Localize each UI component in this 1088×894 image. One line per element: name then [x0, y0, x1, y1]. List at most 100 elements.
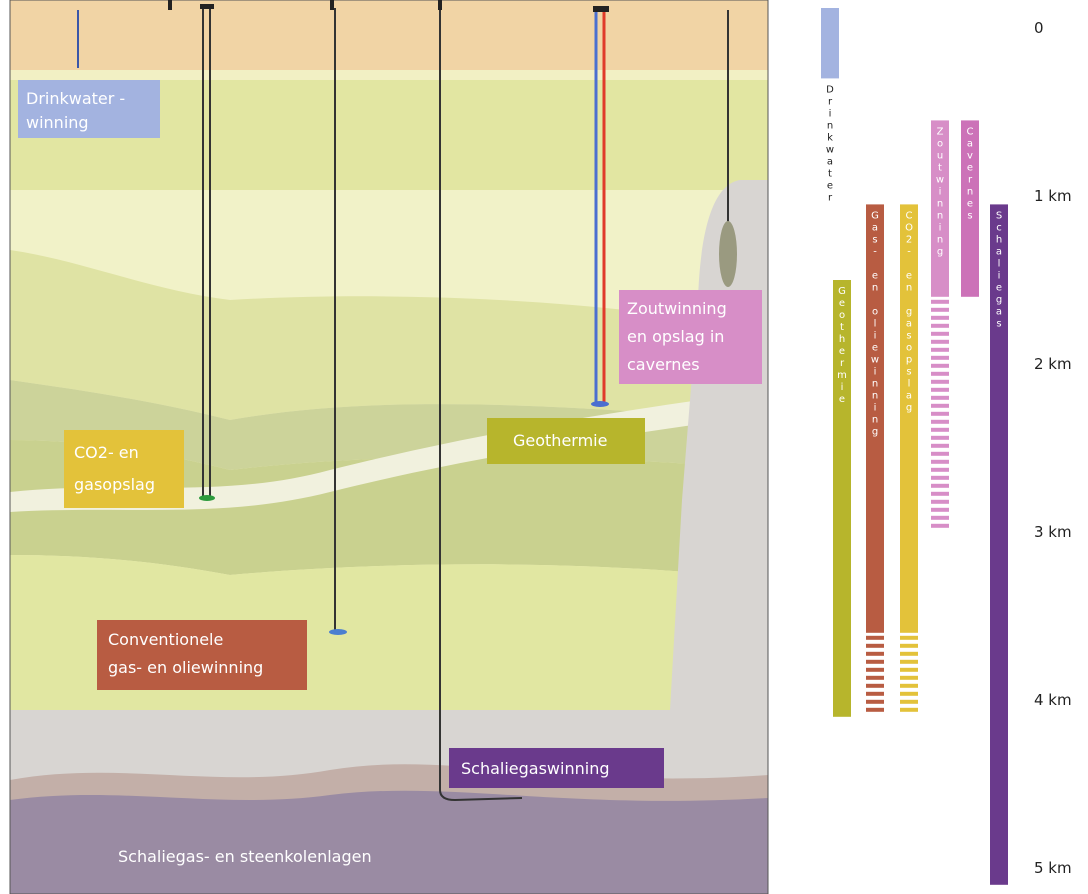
- range-dash-zoutwinning-8: [931, 363, 949, 368]
- range-text-schaliegas-5: i: [998, 270, 1001, 281]
- range-bar-co2-en-gasopslag: [900, 204, 918, 633]
- frame: [9, 0, 769, 894]
- range-text-co2-en-gasopslag-6: n: [906, 282, 912, 293]
- range-dash-zoutwinning-21: [931, 467, 949, 472]
- range-dash-zoutwinning-0: [931, 299, 949, 304]
- range-dash-gas-en-oliewinning-7: [866, 691, 884, 696]
- range-text-co2-en-gasopslag-16: g: [906, 402, 912, 413]
- range-text-co2-en-gasopslag-11: o: [906, 342, 912, 353]
- range-dash-zoutwinning-6: [931, 347, 949, 352]
- range-text-geothermie-9: e: [839, 394, 845, 405]
- range-text-schaliegas-6: e: [996, 282, 1002, 293]
- range-text-co2-en-gasopslag-8: g: [906, 306, 912, 317]
- surface-layer: [10, 0, 768, 70]
- range-dash-zoutwinning-10: [931, 379, 949, 384]
- range-text-geothermie-8: i: [841, 382, 844, 393]
- range-dash-zoutwinning-17: [931, 435, 949, 440]
- co2-wellhead: [200, 4, 214, 9]
- range-dash-zoutwinning-9: [931, 371, 949, 376]
- range-text-zoutwinning-3: t: [938, 162, 942, 173]
- cross-section: Drinkwater - winning Zoutwinning en opsl…: [9, 0, 769, 894]
- range-bar-zoutwinning: [931, 120, 949, 297]
- range-text-cavernes-2: v: [967, 150, 973, 161]
- range-zoutwinning: Zoutwinning: [931, 120, 949, 528]
- conventional-label-line-1: Conventionele: [108, 630, 223, 649]
- range-dash-co2-en-gasopslag-3: [900, 659, 918, 664]
- range-text-gas-en-oliewinning-8: o: [872, 306, 878, 317]
- soil-layer-5: [10, 440, 768, 580]
- range-text-schaliegas-1: c: [996, 222, 1002, 233]
- range-text-zoutwinning-9: n: [937, 234, 943, 245]
- depth-label-2: 2 km: [1034, 355, 1072, 373]
- range-text-gas-en-oliewinning-12: w: [871, 354, 879, 365]
- top-tick-2: [330, 0, 334, 10]
- range-text-drinkwater-9: r: [828, 192, 833, 203]
- range-co2-en-gasopslag: CO2- en gasopslag: [900, 204, 918, 712]
- range-text-co2-en-gasopslag-15: a: [906, 390, 912, 401]
- zout-label-line-3: cavernes: [627, 355, 700, 374]
- range-text-co2-en-gasopslag-14: l: [908, 378, 911, 389]
- geothermal-reservoir-point: [591, 401, 609, 407]
- range-text-zoutwinning-0: Z: [937, 126, 944, 137]
- range-dash-zoutwinning-18: [931, 443, 949, 448]
- range-text-cavernes-4: r: [968, 174, 973, 185]
- range-text-zoutwinning-4: w: [936, 174, 944, 185]
- top-tick-3: [438, 0, 442, 10]
- soil-layer-3: [10, 250, 768, 420]
- range-dash-zoutwinning-15: [931, 419, 949, 424]
- range-text-co2-en-gasopslag-12: p: [906, 354, 912, 365]
- range-bar-schaliegas: [990, 204, 1008, 885]
- range-text-co2-en-gasopslag-9: a: [906, 318, 912, 329]
- range-text-cavernes-1: a: [967, 138, 973, 149]
- range-text-geothermie-1: e: [839, 298, 845, 309]
- shale-layer-label: Schaliegas- en steenkolenlagen: [118, 847, 372, 866]
- range-dash-gas-en-oliewinning-2: [866, 651, 884, 656]
- range-text-drinkwater-4: k: [827, 132, 833, 143]
- range-text-co2-en-gasopslag-2: 2: [906, 234, 912, 245]
- range-text-gas-en-oliewinning-18: g: [872, 426, 878, 437]
- range-text-gas-en-oliewinning-10: i: [874, 330, 877, 341]
- schalie-label-box: [449, 748, 664, 788]
- geothermie-label: Geothermie: [513, 431, 607, 450]
- range-dash-zoutwinning-3: [931, 323, 949, 328]
- range-text-gas-en-oliewinning-14: n: [872, 378, 878, 389]
- range-text-gas-en-oliewinning-0: G: [871, 210, 879, 221]
- range-dash-gas-en-oliewinning-6: [866, 683, 884, 688]
- range-text-cavernes-3: e: [967, 162, 973, 173]
- range-text-gas-en-oliewinning-3: -: [873, 246, 877, 257]
- range-text-schaliegas-8: a: [996, 306, 1002, 317]
- depth-label-3: 3 km: [1034, 523, 1072, 541]
- range-dash-zoutwinning-25: [931, 499, 949, 504]
- range-text-co2-en-gasopslag-13: s: [906, 366, 911, 377]
- range-dash-gas-en-oliewinning-0: [866, 635, 884, 640]
- range-dash-zoutwinning-2: [931, 315, 949, 320]
- range-text-drinkwater-2: i: [829, 108, 832, 119]
- range-dash-gas-en-oliewinning-5: [866, 675, 884, 680]
- geothermie-label-box: [487, 418, 645, 464]
- range-text-gas-en-oliewinning-17: n: [872, 414, 878, 425]
- range-text-gas-en-oliewinning-15: n: [872, 390, 878, 401]
- range-dash-zoutwinning-4: [931, 331, 949, 336]
- range-text-zoutwinning-7: n: [937, 210, 943, 221]
- range-dash-zoutwinning-13: [931, 403, 949, 408]
- range-dash-zoutwinning-26: [931, 507, 949, 512]
- co2-injection-point: [199, 495, 215, 501]
- range-dash-co2-en-gasopslag-8: [900, 699, 918, 704]
- depth-label-1: 1 km: [1034, 187, 1072, 205]
- conventional-label-line-2: gas- en oliewinning: [108, 658, 263, 677]
- range-dash-co2-en-gasopslag-0: [900, 635, 918, 640]
- range-text-schaliegas-7: g: [996, 294, 1002, 305]
- range-text-drinkwater-6: a: [827, 156, 833, 167]
- range-text-drinkwater-8: e: [827, 180, 833, 191]
- range-text-schaliegas-4: l: [998, 258, 1001, 269]
- range-text-geothermie-3: t: [840, 322, 844, 333]
- conventional-label-box: [97, 620, 307, 690]
- range-dash-gas-en-oliewinning-3: [866, 659, 884, 664]
- schalie-label: Schaliegaswinning: [461, 759, 609, 778]
- range-text-gas-en-oliewinning-2: s: [872, 234, 877, 245]
- soil-layer-2: [10, 190, 768, 330]
- zout-label-line-2: en opslag in: [627, 327, 724, 346]
- range-dash-zoutwinning-5: [931, 339, 949, 344]
